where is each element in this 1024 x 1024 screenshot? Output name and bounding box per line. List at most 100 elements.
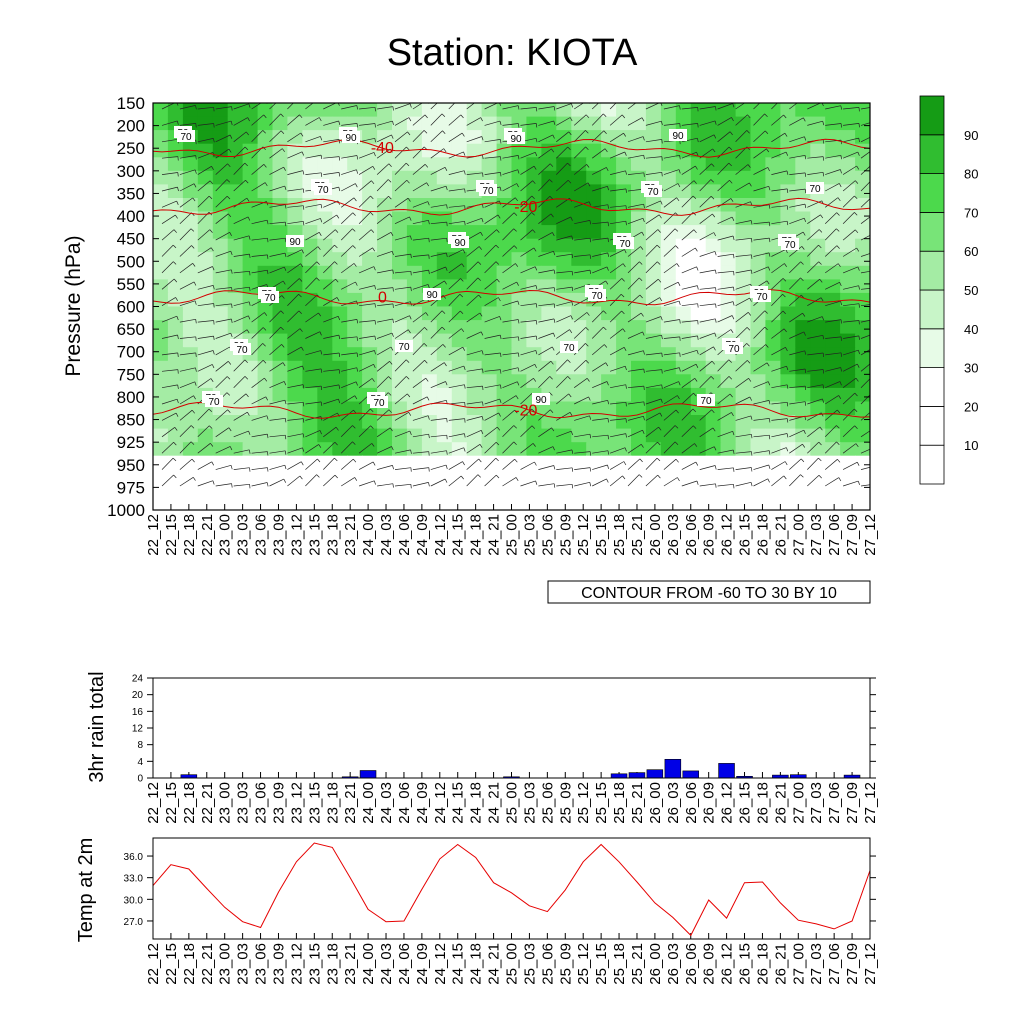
wind-barb-staff	[394, 393, 408, 405]
rh-cell	[675, 103, 692, 118]
wind-barb-staff	[592, 399, 608, 405]
wind-barb-staff	[341, 381, 357, 389]
wind-barb-flag	[695, 247, 698, 252]
rh-cell	[601, 130, 617, 145]
wind-barb-flag	[338, 384, 341, 389]
wind-barb-flag	[177, 352, 179, 357]
rh-contour-label: 90	[510, 134, 522, 145]
rh-cell	[406, 130, 423, 145]
rh-cell	[496, 225, 513, 240]
rh-cell	[690, 198, 707, 213]
rh-cell	[317, 442, 333, 457]
wind-barb-flag	[212, 350, 215, 355]
wind-barb-staff	[520, 195, 533, 208]
rh-cell	[645, 225, 662, 240]
wind-barb-staff	[179, 263, 193, 274]
wind-barb-staff	[609, 132, 624, 143]
rain-time-tick-label: 26_09	[701, 782, 718, 824]
rh-cell	[392, 360, 408, 375]
temp-time-tick-label: 27_06	[826, 943, 843, 985]
time-tick-label: 24_12	[432, 514, 449, 556]
rh-cell	[586, 455, 602, 470]
rh-cell	[481, 279, 498, 294]
wind-barb-staff	[824, 441, 837, 454]
wind-barb-flag	[517, 169, 520, 174]
wind-barb-flag	[605, 280, 609, 285]
rh-cell	[511, 116, 527, 131]
wind-barb-staff	[251, 182, 266, 192]
wind-barb-staff	[305, 103, 314, 110]
wind-barb-staff	[305, 117, 320, 126]
wind-barb-staff	[412, 433, 429, 438]
wind-barb-staff	[860, 198, 870, 208]
time-tick-label: 24_09	[414, 514, 431, 556]
wind-barb-staff	[627, 217, 644, 225]
wind-barb-staff	[394, 376, 407, 388]
wind-barb-flag	[553, 120, 556, 125]
wind-barb-staff	[502, 281, 517, 290]
wind-barb-staff	[197, 443, 211, 454]
wind-barb-staff	[466, 444, 481, 454]
wind-barb-flag	[249, 254, 251, 259]
rh-cell	[660, 320, 677, 335]
wind-barb-flag	[301, 249, 304, 254]
wind-barb-staff	[843, 107, 860, 110]
rh-cell	[153, 306, 169, 321]
wind-barb-flag	[836, 441, 840, 445]
rh-contour-label: 70	[591, 291, 603, 302]
rh-label-bg	[616, 237, 634, 249]
wind-barb-staff	[573, 360, 587, 372]
wind-barb-flag	[517, 319, 520, 324]
rh-cell	[855, 225, 870, 240]
rh-contour-label: 70	[482, 186, 494, 197]
wind-barb-flag	[606, 478, 609, 483]
rh-cell	[750, 428, 766, 443]
rh-cell	[631, 496, 647, 510]
wind-barb-flag	[676, 263, 680, 268]
rh-cell	[616, 279, 632, 294]
wind-barb-staff	[556, 301, 572, 307]
wind-barb-flag	[733, 467, 735, 472]
wind-barb-staff	[358, 152, 375, 159]
rh-cell	[855, 279, 870, 294]
rh-cell	[690, 482, 707, 498]
wind-barb-staff	[807, 441, 820, 454]
rh-cell	[511, 225, 527, 240]
wind-barb-staff	[771, 263, 785, 274]
rh-contour-label: 70	[264, 293, 276, 304]
rh-cell	[481, 455, 498, 470]
wind-barb-flag	[607, 400, 610, 405]
wind-barb-staff	[879, 287, 895, 289]
wind-barb-staff	[574, 201, 590, 208]
rain-bars	[180, 758, 861, 779]
wind-barb-flag	[460, 278, 464, 282]
wind-barb-flag	[858, 335, 860, 340]
rh-cell	[167, 455, 184, 470]
wind-barb-flag	[482, 204, 484, 209]
wind-barb-flag	[515, 477, 519, 481]
wind-barb-flag	[710, 376, 715, 380]
wind-barb-staff	[807, 352, 824, 356]
wind-barb-flag	[248, 235, 251, 240]
wind-barb-staff	[484, 412, 499, 421]
rh-label-bg	[806, 182, 824, 194]
wind-barb-flag	[639, 458, 643, 463]
rh-cell	[526, 469, 542, 484]
rh-cell	[242, 455, 259, 470]
wind-barb-staff	[430, 113, 443, 126]
rh-cell	[481, 265, 498, 280]
wind-barb-staff	[735, 114, 748, 126]
wind-barb-staff	[538, 483, 555, 487]
rh-cell	[750, 225, 766, 240]
time-tick-label: 26_12	[719, 514, 736, 556]
wind-barb-flag	[895, 450, 896, 454]
wind-barb-staff	[520, 212, 532, 224]
wind-barb-staff	[753, 130, 766, 143]
wind-barb-staff	[681, 443, 695, 454]
rh-cell	[690, 170, 707, 185]
wind-barb-staff	[179, 183, 195, 192]
wind-barb-flag	[175, 214, 178, 219]
time-tick-label: 26_00	[647, 514, 664, 556]
wind-barb-staff	[502, 169, 518, 175]
rh-cell	[855, 442, 870, 457]
